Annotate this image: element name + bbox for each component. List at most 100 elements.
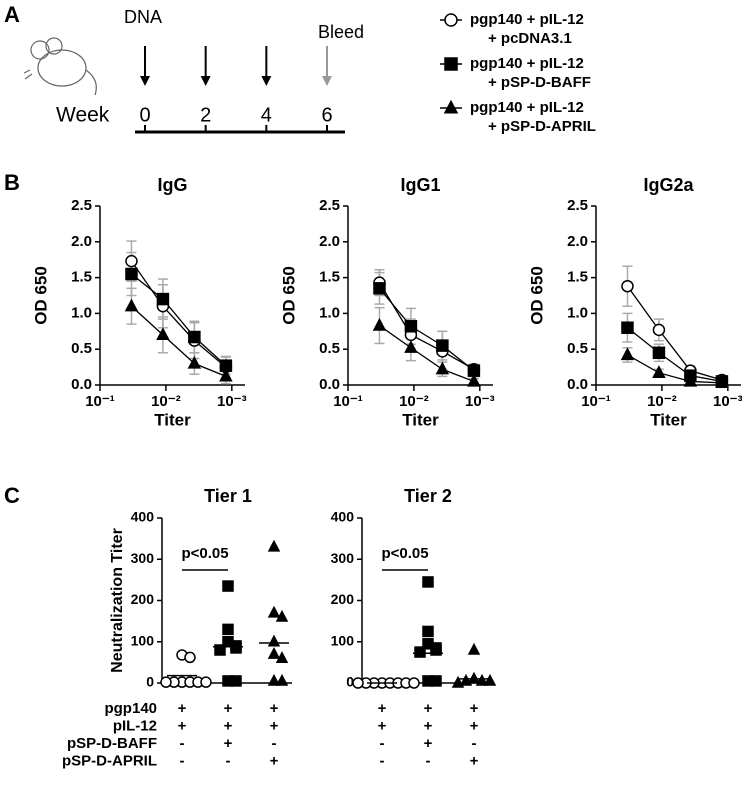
marker bbox=[621, 321, 634, 334]
design-sign: + bbox=[378, 700, 387, 717]
bleed-label: Bleed bbox=[318, 22, 364, 42]
marker bbox=[621, 279, 634, 293]
marker bbox=[430, 675, 442, 687]
marker bbox=[715, 375, 729, 389]
week-tick-label: 4 bbox=[261, 104, 272, 126]
legend-text: + pSP-D-APRIL bbox=[488, 118, 596, 135]
y-tick-label: 1.0 bbox=[567, 304, 588, 321]
arrow-head bbox=[140, 76, 150, 86]
marker bbox=[187, 355, 202, 369]
y-tick-label: 1.0 bbox=[71, 304, 92, 321]
panel-label: B bbox=[4, 170, 20, 195]
marker bbox=[267, 539, 281, 552]
x-tick-label: 10⁻³ bbox=[713, 393, 742, 410]
design-sign: + bbox=[470, 717, 479, 734]
x-tick-label: 10⁻¹ bbox=[333, 393, 363, 410]
marker bbox=[275, 651, 289, 663]
design-sign: + bbox=[424, 700, 433, 717]
y-axis-label: OD 650 bbox=[31, 266, 50, 325]
chart-title: IgG1 bbox=[400, 175, 440, 195]
series-line bbox=[131, 305, 227, 378]
chart-title: IgG bbox=[158, 175, 188, 195]
marker bbox=[467, 373, 481, 387]
marker bbox=[230, 642, 242, 654]
marker bbox=[459, 673, 473, 686]
y-tick-label: 0.0 bbox=[71, 376, 92, 393]
y-tick-label: 300 bbox=[131, 550, 155, 566]
marker bbox=[422, 625, 434, 638]
marker bbox=[267, 647, 281, 659]
mouse-icon bbox=[23, 37, 97, 96]
marker bbox=[652, 365, 666, 378]
legend-text: + pcDNA3.1 bbox=[488, 30, 572, 47]
x-tick-label: 10⁻¹ bbox=[85, 393, 115, 410]
design-sign: + bbox=[270, 752, 279, 769]
chart-title: IgG2a bbox=[643, 175, 694, 195]
week-label: Week bbox=[56, 104, 110, 127]
marker bbox=[184, 651, 196, 664]
design-sign: - bbox=[426, 752, 431, 769]
y-tick-label: 100 bbox=[131, 632, 155, 648]
design-row-label: pSP-D-BAFF bbox=[67, 735, 157, 752]
marker bbox=[683, 373, 698, 387]
marker bbox=[404, 320, 418, 333]
chart-title: Tier 1 bbox=[204, 486, 252, 506]
marker bbox=[222, 623, 234, 636]
series-line bbox=[379, 325, 475, 383]
marker bbox=[222, 580, 234, 592]
legend-text: pgp140 + pIL-12 bbox=[470, 55, 584, 72]
design-sign: + bbox=[224, 717, 233, 734]
y-tick-label: 400 bbox=[331, 509, 355, 525]
x-axis-label: Titer bbox=[650, 410, 687, 429]
panel-label: C bbox=[4, 483, 20, 508]
marker bbox=[275, 609, 289, 622]
annotation: p<0.05 bbox=[381, 545, 428, 562]
marker bbox=[275, 673, 289, 686]
design-sign: - bbox=[226, 752, 231, 769]
design-sign: - bbox=[272, 735, 277, 752]
marker bbox=[451, 675, 465, 688]
y-tick-label: 200 bbox=[131, 591, 155, 607]
marker bbox=[267, 634, 281, 647]
marker bbox=[404, 340, 418, 353]
y-tick-label: 2.5 bbox=[567, 197, 588, 214]
design-sign: + bbox=[270, 717, 279, 734]
design-sign: + bbox=[270, 700, 279, 717]
marker bbox=[188, 330, 201, 344]
x-axis-label: Titer bbox=[154, 410, 191, 429]
arrow-head bbox=[322, 76, 332, 86]
series-line bbox=[378, 282, 475, 370]
marker bbox=[430, 644, 442, 656]
legend-text: pgp140 + pIL-12 bbox=[470, 11, 584, 28]
y-tick-label: 2.5 bbox=[319, 197, 340, 214]
y-tick-label: 1.5 bbox=[71, 269, 92, 286]
x-tick-label: 10⁻³ bbox=[465, 393, 495, 410]
series-line bbox=[378, 287, 475, 372]
y-tick-label: 200 bbox=[331, 591, 355, 607]
design-sign: + bbox=[424, 717, 433, 734]
marker bbox=[483, 673, 497, 686]
marker bbox=[160, 676, 172, 688]
marker bbox=[467, 642, 481, 655]
y-tick-label: 1.5 bbox=[319, 269, 340, 286]
x-tick-label: 10⁻² bbox=[399, 393, 429, 410]
marker bbox=[214, 644, 226, 656]
design-sign: - bbox=[380, 752, 385, 769]
dna-label: DNA bbox=[124, 7, 162, 27]
marker bbox=[436, 339, 449, 352]
design-sign: + bbox=[224, 735, 233, 752]
y-tick-label: 100 bbox=[331, 632, 355, 648]
x-tick-label: 10⁻² bbox=[151, 393, 181, 410]
y-tick-label: 0 bbox=[346, 674, 354, 690]
legend-marker bbox=[443, 99, 459, 114]
marker bbox=[352, 677, 364, 689]
y-tick-label: 0.0 bbox=[319, 376, 340, 393]
arrow-head bbox=[200, 76, 211, 86]
annotation: p<0.05 bbox=[181, 545, 228, 562]
marker bbox=[373, 282, 386, 295]
arrow-head bbox=[261, 76, 272, 86]
legend-text: pgp140 + pIL-12 bbox=[470, 99, 584, 116]
series-line bbox=[627, 354, 722, 384]
marker bbox=[156, 327, 170, 341]
